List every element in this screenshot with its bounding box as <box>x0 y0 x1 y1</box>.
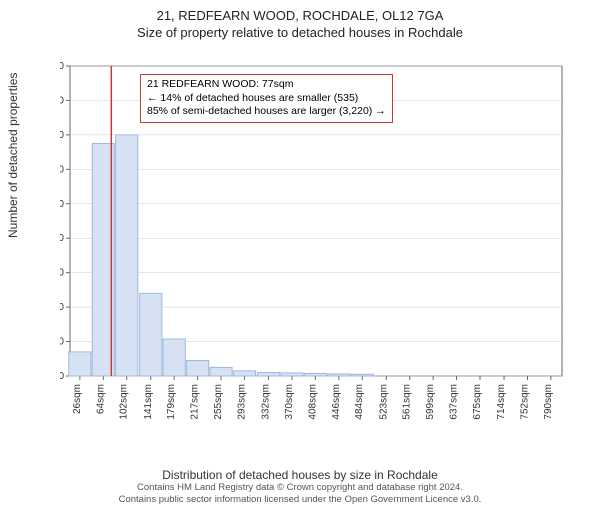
svg-text:293sqm: 293sqm <box>236 384 247 420</box>
annotation-line-1: 21 REDFEARN WOOD: 77sqm <box>147 78 386 92</box>
svg-text:800: 800 <box>60 233 64 244</box>
svg-text:217sqm: 217sqm <box>190 384 201 420</box>
svg-text:400: 400 <box>60 302 64 313</box>
svg-text:1400: 1400 <box>60 130 64 141</box>
svg-text:1200: 1200 <box>60 164 64 175</box>
svg-text:523sqm: 523sqm <box>378 384 389 420</box>
svg-text:255sqm: 255sqm <box>213 384 224 420</box>
svg-text:561sqm: 561sqm <box>402 384 413 420</box>
svg-text:714sqm: 714sqm <box>496 384 507 420</box>
svg-text:179sqm: 179sqm <box>166 384 177 420</box>
chart-title-sub: Size of property relative to detached ho… <box>0 25 600 40</box>
svg-text:200: 200 <box>60 337 64 348</box>
svg-text:332sqm: 332sqm <box>261 384 272 420</box>
svg-text:675sqm: 675sqm <box>472 384 483 420</box>
footer-line-2: Contains public sector information licen… <box>0 494 600 506</box>
svg-text:26sqm: 26sqm <box>72 384 83 414</box>
svg-text:752sqm: 752sqm <box>519 384 530 420</box>
x-axis-label: Distribution of detached houses by size … <box>0 468 600 482</box>
footer-attribution: Contains HM Land Registry data © Crown c… <box>0 482 600 506</box>
svg-text:600: 600 <box>60 268 64 279</box>
annotation-box: 21 REDFEARN WOOD: 77sqm ← 14% of detache… <box>140 74 393 123</box>
svg-text:790sqm: 790sqm <box>543 384 554 420</box>
svg-text:141sqm: 141sqm <box>143 384 154 420</box>
annotation-line-2: ← 14% of detached houses are smaller (53… <box>147 92 386 106</box>
footer-line-1: Contains HM Land Registry data © Crown c… <box>0 482 600 494</box>
svg-text:446sqm: 446sqm <box>331 384 342 420</box>
svg-text:1800: 1800 <box>60 61 64 72</box>
svg-text:370sqm: 370sqm <box>284 384 295 420</box>
svg-text:102sqm: 102sqm <box>119 384 130 420</box>
y-axis-label: Number of detached properties <box>6 73 20 238</box>
svg-text:1000: 1000 <box>60 199 64 210</box>
svg-text:1600: 1600 <box>60 95 64 106</box>
svg-text:637sqm: 637sqm <box>449 384 460 420</box>
svg-text:599sqm: 599sqm <box>425 384 436 420</box>
svg-text:64sqm: 64sqm <box>95 384 106 414</box>
histogram-chart: 0 200 400 600 800 1000 1200 1400 1600 1800 26sqm 64… <box>60 58 572 438</box>
svg-text:408sqm: 408sqm <box>307 384 318 420</box>
svg-text:0: 0 <box>60 371 64 382</box>
annotation-line-3: 85% of semi-detached houses are larger (… <box>147 105 386 119</box>
chart-title-main: 21, REDFEARN WOOD, ROCHDALE, OL12 7GA <box>0 8 600 23</box>
svg-text:484sqm: 484sqm <box>354 384 365 420</box>
